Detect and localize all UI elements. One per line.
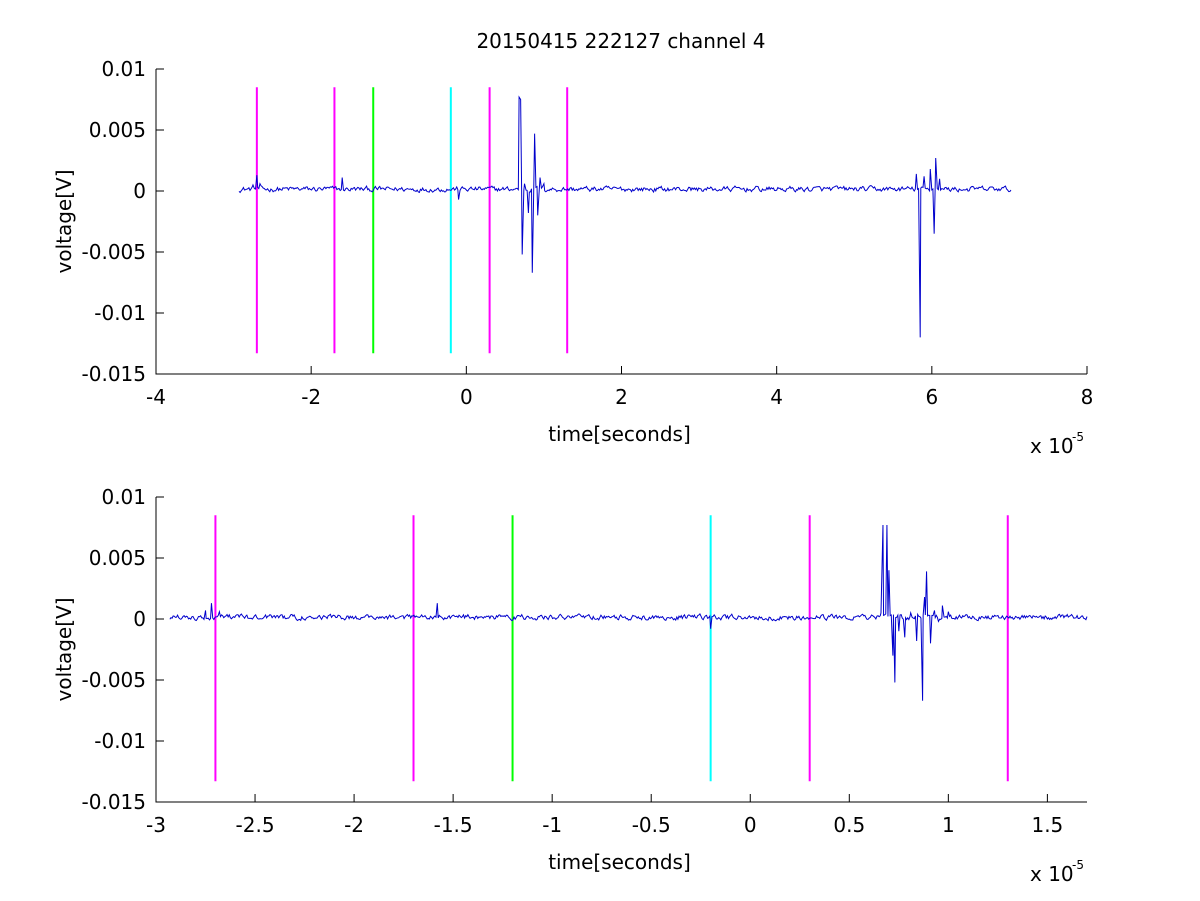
- x-exponent-power: -5: [1072, 858, 1084, 872]
- x-tick-label: 4: [770, 385, 783, 409]
- x-tick-label: 1.5: [1031, 813, 1063, 837]
- chart-title: 20150415 222127 channel 4: [476, 29, 765, 53]
- x-axis-label: time[seconds]: [548, 422, 691, 446]
- x-tick-label: -3: [146, 813, 166, 837]
- series-line: [169, 525, 1088, 701]
- x-tick-label: -1: [542, 813, 562, 837]
- x-tick-label: 2: [615, 385, 628, 409]
- x-tick-label: -4: [146, 385, 166, 409]
- y-tick-label: 0.005: [89, 118, 146, 142]
- x-tick-label: 8: [1081, 385, 1094, 409]
- y-tick-label: 0: [133, 607, 146, 631]
- x-tick-label: -0.5: [632, 813, 671, 837]
- x-tick-label: -2.5: [236, 813, 275, 837]
- y-tick-label: -0.015: [82, 790, 146, 814]
- x-tick-label: 6: [925, 385, 938, 409]
- series-line: [238, 95, 1012, 338]
- y-tick-label: -0.01: [94, 729, 146, 753]
- x-exponent-label: x 10: [1030, 434, 1074, 458]
- x-tick-label: 0: [744, 813, 757, 837]
- top-plot: 0.01 0.005 0 -0.005 -0.01 -0.015-4 -2 0 2 4 6 8 time…: [52, 57, 1093, 458]
- x-tick-label: 0: [460, 385, 473, 409]
- x-tick-label: 1: [942, 813, 955, 837]
- bottom-plot: 0.01 0.005 0 -0.005 -0.01 -0.015-3 -2.5 -2 -1.5 -…: [52, 485, 1088, 886]
- y-tick-label: 0.01: [101, 485, 146, 509]
- y-tick-label: -0.01: [94, 301, 146, 325]
- y-tick-label: 0.01: [101, 57, 146, 81]
- x-axis-label: time[seconds]: [548, 850, 691, 874]
- x-tick-label: 0.5: [833, 813, 865, 837]
- x-tick-label: -2: [344, 813, 364, 837]
- y-axis-label: voltage[V]: [52, 597, 76, 701]
- x-exponent-power: -5: [1072, 430, 1084, 444]
- y-axis-label: voltage[V]: [52, 169, 76, 273]
- x-exponent-label: x 10: [1030, 862, 1074, 886]
- x-tick-label: -1.5: [434, 813, 473, 837]
- y-tick-label: 0: [133, 179, 146, 203]
- y-tick-label: -0.005: [82, 240, 146, 264]
- y-tick-label: 0.005: [89, 546, 146, 570]
- x-tick-label: -2: [301, 385, 321, 409]
- y-tick-label: -0.005: [82, 668, 146, 692]
- y-tick-label: -0.015: [82, 362, 146, 386]
